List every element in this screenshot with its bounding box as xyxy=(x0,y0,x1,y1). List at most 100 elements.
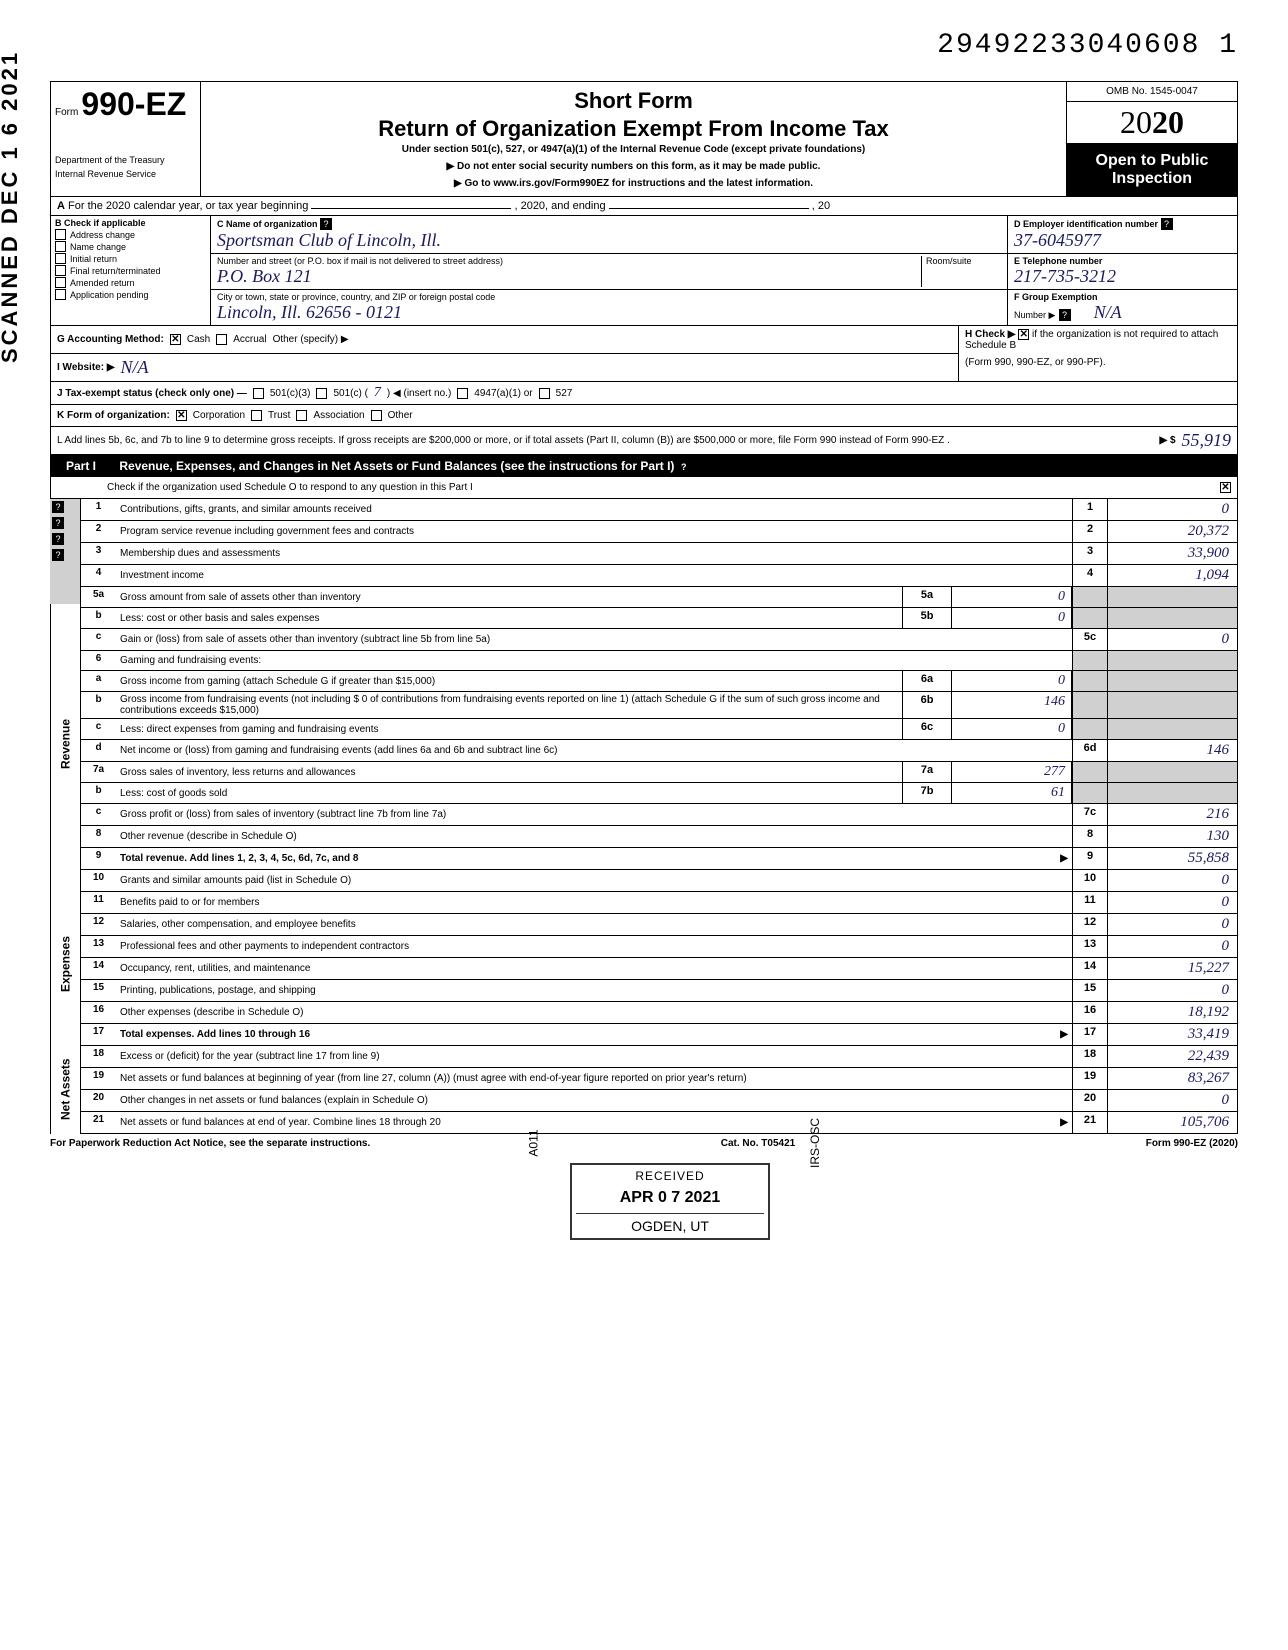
help-icon[interactable]: ? xyxy=(52,549,64,561)
final-line-ref: 7c xyxy=(1072,804,1107,825)
paperwork-notice: For Paperwork Reduction Act Notice, see … xyxy=(50,1138,370,1149)
sub-line-ref: 6b xyxy=(902,692,952,718)
line-number: b xyxy=(81,608,116,628)
part-1-check: Check if the organization used Schedule … xyxy=(50,477,1238,499)
line-b: bLess: cost of goods sold7b61 xyxy=(81,783,1237,804)
line-description: Net assets or fund balances at beginning… xyxy=(116,1068,1072,1089)
line-number: 11 xyxy=(81,892,116,913)
help-icon[interactable]: ? xyxy=(320,218,332,230)
line-description: Printing, publications, postage, and shi… xyxy=(116,980,1072,1001)
label-f2: Number ▶ xyxy=(1014,310,1055,320)
chk-501c[interactable] xyxy=(316,388,327,399)
chk-other-org[interactable] xyxy=(371,410,382,421)
line-description: Excess or (deficit) for the year (subtra… xyxy=(116,1046,1072,1067)
sub-line-value: 0 xyxy=(952,587,1072,607)
gross-receipts: 55,919 xyxy=(1182,430,1232,451)
city-row: City or town, state or province, country… xyxy=(211,290,1007,325)
header-left: Form 990-EZ Department of the Treasury I… xyxy=(51,82,201,196)
line-number: 7a xyxy=(81,762,116,782)
line-16: 16Other expenses (describe in Schedule O… xyxy=(81,1002,1237,1024)
chk-name-change[interactable]: Name change xyxy=(55,241,206,252)
final-line-value: 83,267 xyxy=(1107,1068,1237,1089)
final-line-value: 55,858 xyxy=(1107,848,1237,869)
lines-container: 1Contributions, gifts, grants, and simil… xyxy=(80,499,1238,1134)
final-val-grey xyxy=(1107,762,1237,782)
help-icon[interactable]: ? xyxy=(52,501,64,513)
line-description: Program service revenue including govern… xyxy=(116,521,1072,542)
chk-4947[interactable] xyxy=(457,388,468,399)
label-a: A xyxy=(57,200,65,212)
received-location: OGDEN, UT xyxy=(576,1213,764,1234)
chk-final-return[interactable]: Final return/terminated xyxy=(55,265,206,276)
tax-year: 2020 xyxy=(1067,102,1237,144)
final-line-value: 0 xyxy=(1107,499,1237,520)
chk-initial-return[interactable]: Initial return xyxy=(55,253,206,264)
final-line-value: 22,439 xyxy=(1107,1046,1237,1067)
help-icon[interactable]: ? xyxy=(52,517,64,529)
chk-pending[interactable]: Application pending xyxy=(55,289,206,300)
main-title: Return of Organization Exempt From Incom… xyxy=(211,116,1056,142)
line-description: Benefits paid to or for members xyxy=(116,892,1072,913)
line-number: a xyxy=(81,671,116,691)
revenue-label: Revenue xyxy=(50,604,80,884)
chk-cash[interactable] xyxy=(170,334,181,345)
ein-value: 37-6045977 xyxy=(1014,230,1231,251)
org-address: P.O. Box 121 xyxy=(217,266,921,287)
final-line-value: 216 xyxy=(1107,804,1237,825)
chk-amended[interactable]: Amended return xyxy=(55,277,206,288)
year-prefix: 20 xyxy=(1120,104,1152,140)
line-description: Other expenses (describe in Schedule O) xyxy=(116,1002,1072,1023)
final-num-grey xyxy=(1072,719,1107,739)
section-a-mid: , 2020, and ending xyxy=(514,200,605,212)
help-icon[interactable]: ? xyxy=(52,533,64,545)
line-description: Less: cost of goods sold xyxy=(116,783,902,803)
chk-accrual[interactable] xyxy=(216,334,227,345)
line-description: Other revenue (describe in Schedule O) xyxy=(116,826,1072,847)
help-icon[interactable]: ? xyxy=(1059,309,1071,321)
phone-value: 217-735-3212 xyxy=(1014,266,1231,287)
line-13: 13Professional fees and other payments t… xyxy=(81,936,1237,958)
line-number: b xyxy=(81,783,116,803)
sub-line-ref: 6c xyxy=(902,719,952,739)
final-val-grey xyxy=(1107,692,1237,718)
open-line-2: Inspection xyxy=(1071,170,1233,188)
a011-stamp: A011 xyxy=(527,1129,541,1156)
netassets-label: Net Assets xyxy=(50,1044,80,1134)
cat-number: Cat. No. T05421 xyxy=(721,1138,795,1149)
chk-address-change[interactable]: Address change xyxy=(55,229,206,240)
org-name-row: C Name of organization ? Sportsman Club … xyxy=(211,216,1007,254)
line-15: 15Printing, publications, postage, and s… xyxy=(81,980,1237,1002)
label-j: J Tax-exempt status (check only one) — xyxy=(57,388,247,399)
line-description: Gross profit or (loss) from sales of inv… xyxy=(116,804,1072,825)
help-icon[interactable]: ? xyxy=(1161,218,1173,230)
line-number: c xyxy=(81,804,116,825)
line-g: G Accounting Method: Cash Accrual Other … xyxy=(50,326,958,354)
open-line-1: Open to Public xyxy=(1071,152,1233,170)
chk-corp[interactable] xyxy=(176,410,187,421)
chk-schedule-o[interactable] xyxy=(1220,482,1231,493)
org-name: Sportsman Club of Lincoln, Ill. xyxy=(217,230,1001,251)
chk-trust[interactable] xyxy=(251,410,262,421)
chk-527[interactable] xyxy=(539,388,550,399)
part-1-label: Part I xyxy=(58,457,104,475)
final-line-value: 105,706 xyxy=(1107,1112,1237,1133)
final-line-value: 0 xyxy=(1107,914,1237,935)
chk-assoc[interactable] xyxy=(296,410,307,421)
final-line-value: 33,419 xyxy=(1107,1024,1237,1045)
chk-schedule-b[interactable] xyxy=(1018,329,1029,340)
chk-501c3[interactable] xyxy=(253,388,264,399)
addr-row: Number and street (or P.O. box if mail i… xyxy=(211,254,1007,290)
line-3: 3Membership dues and assessments333,900 xyxy=(81,543,1237,565)
section-b-header: B Check if applicable xyxy=(55,218,146,228)
line-6: 6Gaming and fundraising events: xyxy=(81,651,1237,671)
room-label: Room/suite xyxy=(926,256,1001,266)
line-number: 21 xyxy=(81,1112,116,1133)
addr-label: Number and street (or P.O. box if mail i… xyxy=(217,256,921,266)
final-line-ref: 12 xyxy=(1072,914,1107,935)
part-1-title: Revenue, Expenses, and Changes in Net As… xyxy=(119,459,674,473)
final-line-value: 0 xyxy=(1107,936,1237,957)
line-19: 19Net assets or fund balances at beginni… xyxy=(81,1068,1237,1090)
help-icon[interactable]: ? xyxy=(678,461,690,473)
final-line-ref: 1 xyxy=(1072,499,1107,520)
label-i: I Website: ▶ xyxy=(57,362,115,373)
